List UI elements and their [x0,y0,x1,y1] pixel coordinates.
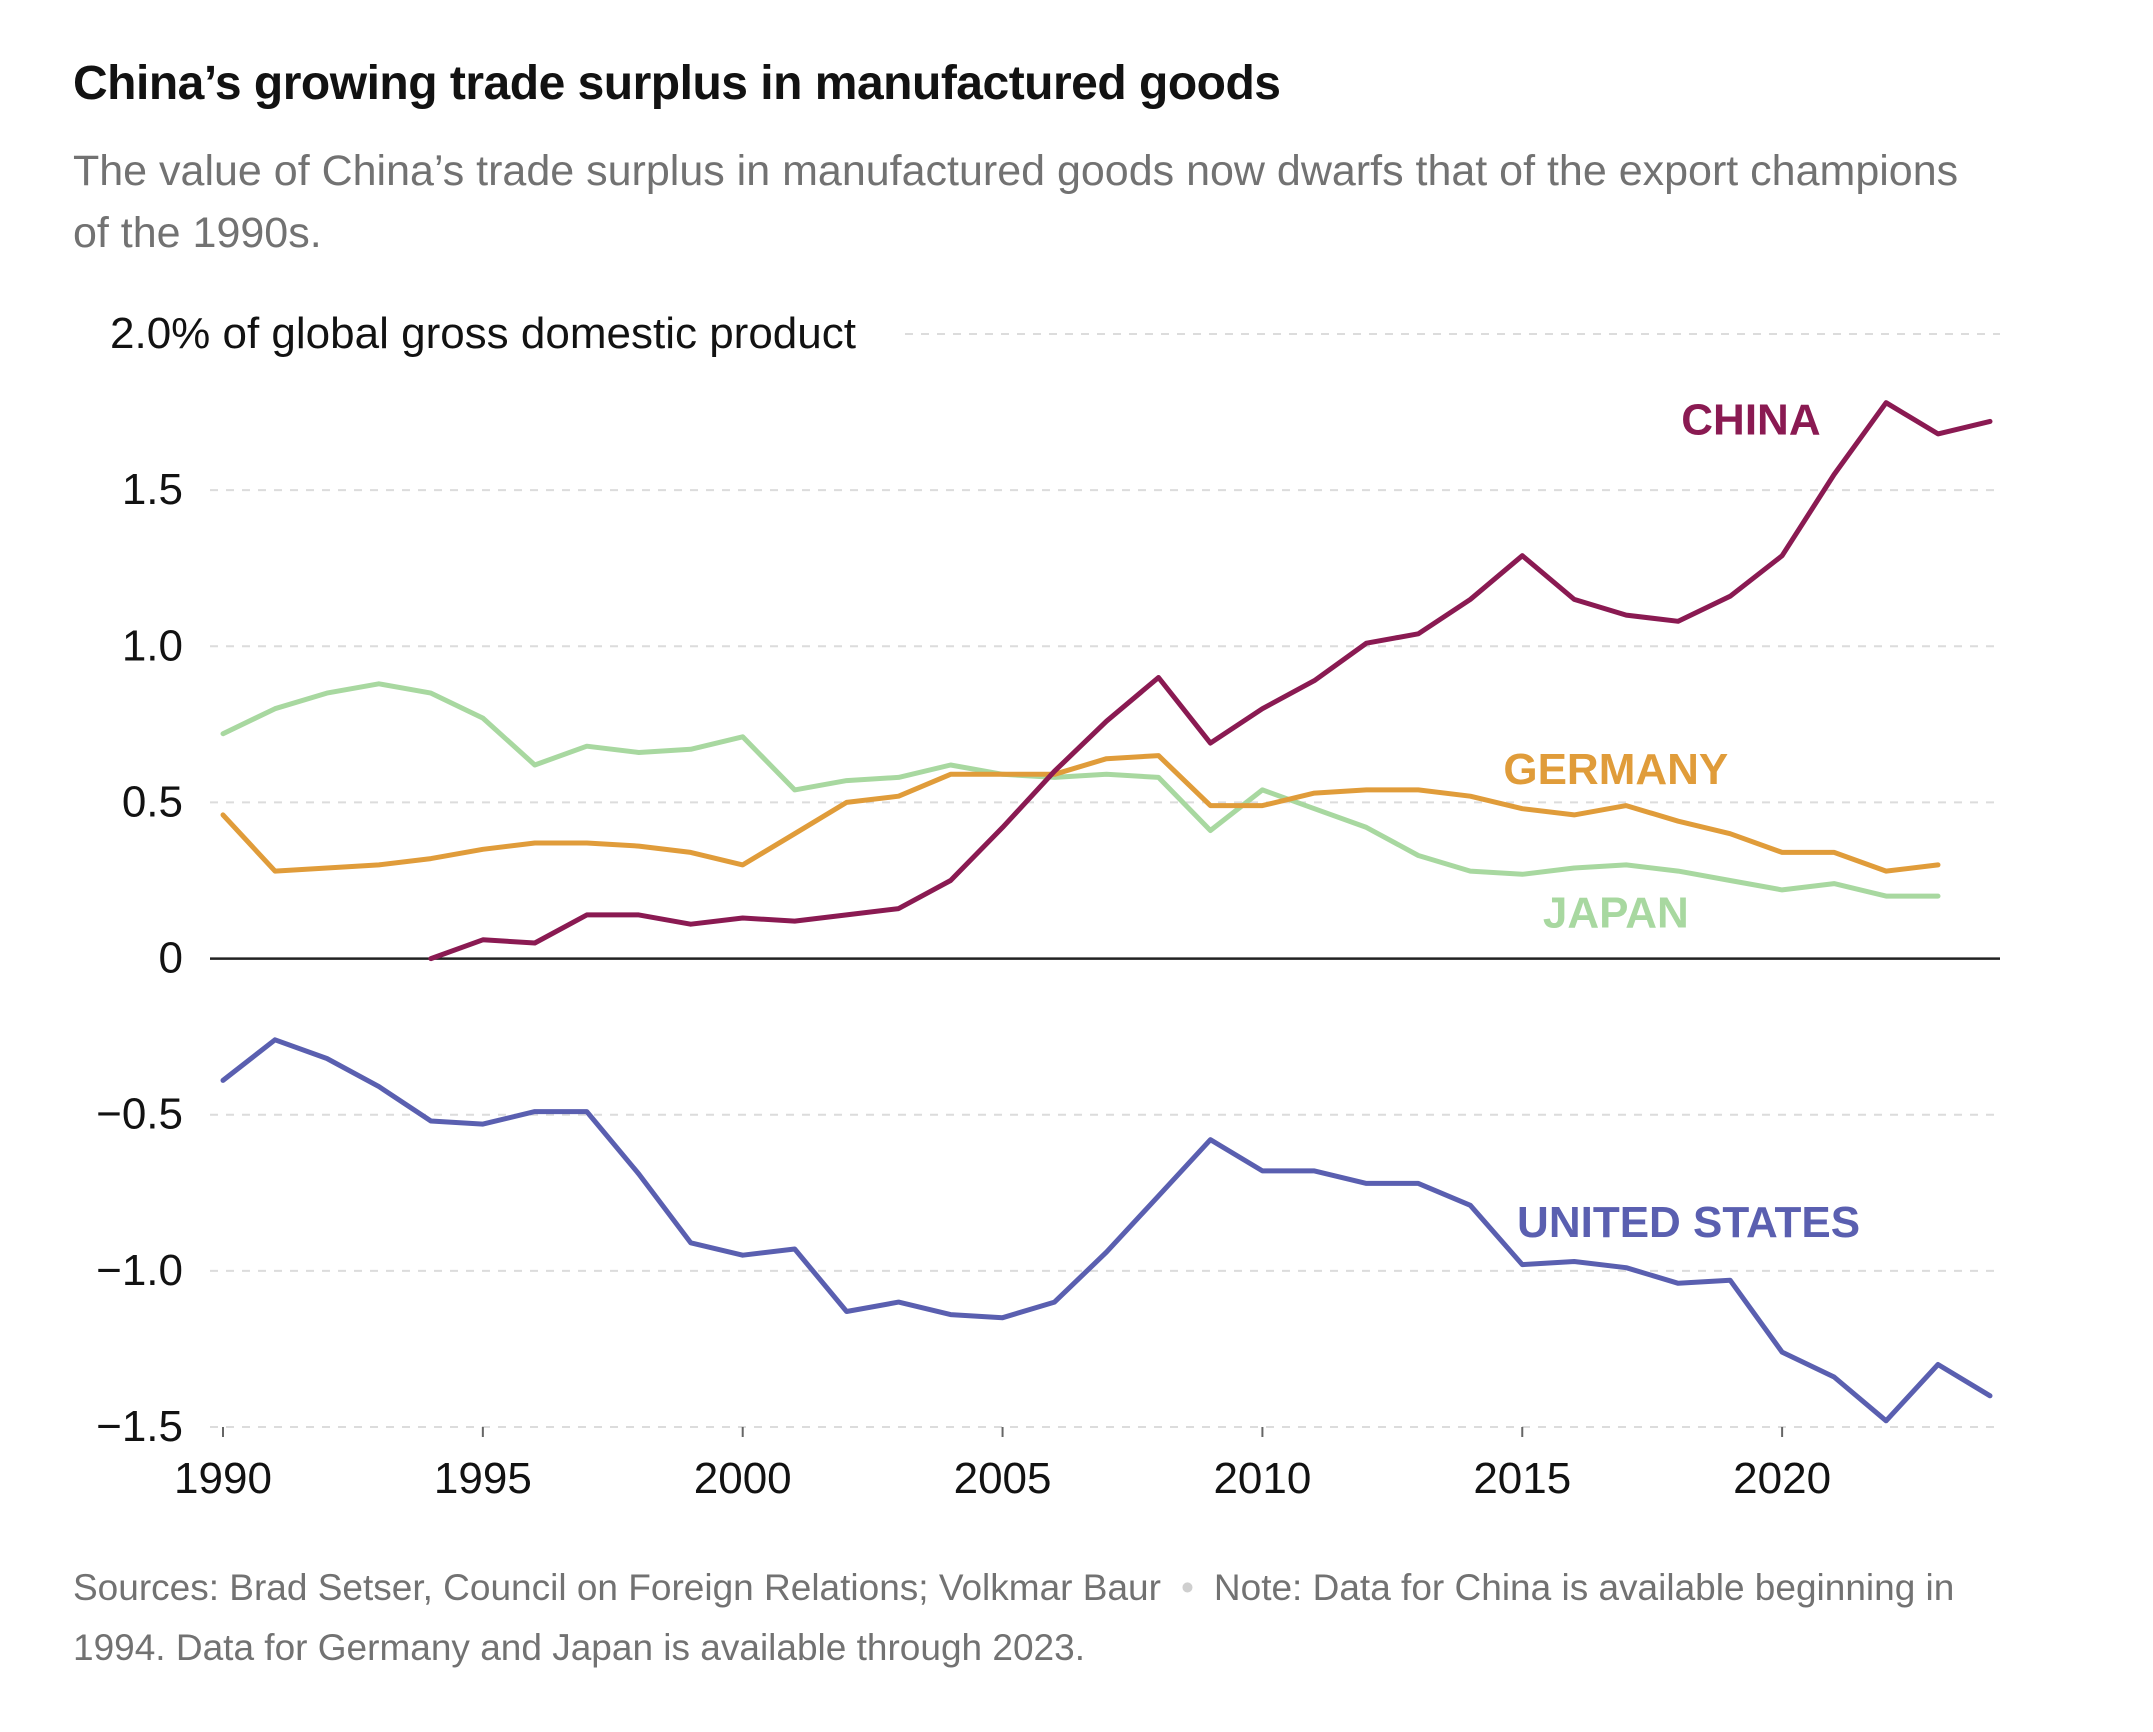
x-tick-label-0: 1990 [174,1454,272,1503]
y-tick-label-1: 1.0 [122,621,183,670]
chart-footer: Sources: Brad Setser, Council on Foreign… [73,1558,1973,1678]
series-line-united-states [220,1037,1993,1424]
axes: 2.0% of global gross domestic product 1.5… [96,309,1831,1503]
x-tick-label-3: 2005 [954,1454,1052,1503]
series-label-china: CHINA [1681,395,1820,444]
note-text: Note: Data for China is available beginn… [73,1567,1955,1668]
y-tick-label-3: 0 [159,934,183,983]
x-tick-label-2: 2000 [694,1454,792,1503]
series-line-germany [220,753,1941,874]
x-tick-label-1: 1995 [434,1454,532,1503]
y-tick-label-6: −1.5 [96,1402,183,1451]
y-tick-label-5: −1.0 [96,1246,183,1295]
footer-separator: • [1180,1567,1194,1608]
series-lines [220,400,1993,1424]
x-tick-label-4: 2010 [1213,1454,1311,1503]
y-tick-label-4: −0.5 [96,1090,183,1139]
series-line-japan [220,681,1941,899]
sources-text: Sources: Brad Setser, Council on Foreign… [73,1567,1161,1608]
line-chart: 2.0% of global gross domestic product 1.5… [96,309,2000,1503]
series-labels: JAPAN GERMANY CHINA UNITED STATES [1503,395,1860,1247]
grid-lines [210,333,2000,1428]
chart-subtitle: The value of China’s trade surplus in ma… [73,147,1959,257]
series-label-united-states: UNITED STATES [1517,1198,1860,1247]
series-line-china [428,400,1993,962]
chart-title: China’s growing trade surplus in manufac… [73,57,1281,110]
x-tick-label-5: 2015 [1473,1454,1571,1503]
y-tick-label-top: 2.0% of global gross domestic product [110,309,856,358]
y-tick-label-2: 0.5 [122,777,183,826]
y-tick-label-0: 1.5 [122,465,183,514]
series-label-japan: JAPAN [1543,889,1689,938]
x-tick-label-6: 2020 [1733,1454,1831,1503]
series-label-germany: GERMANY [1503,745,1728,794]
